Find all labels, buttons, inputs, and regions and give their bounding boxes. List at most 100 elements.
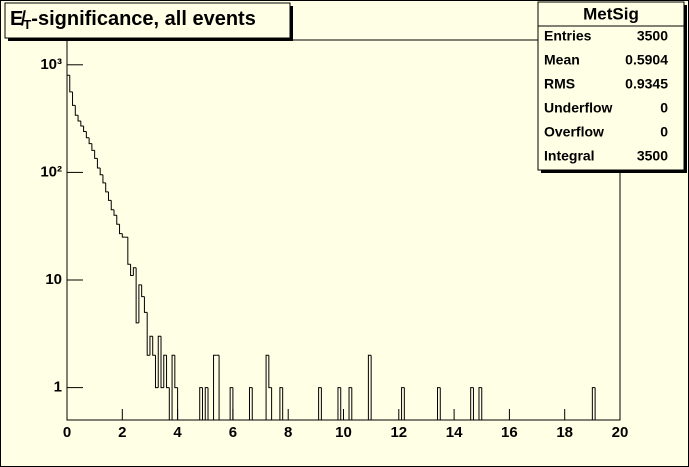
histogram-bin [91, 143, 95, 151]
histogram-bin [594, 387, 598, 421]
histogram-bin [113, 209, 117, 216]
stats-box [537, 1, 685, 171]
x-tick-label: 18 [556, 424, 573, 441]
histogram-bin [152, 336, 156, 356]
histogram-bin [138, 284, 142, 323]
x-tick-label: 0 [63, 424, 71, 441]
stats-label: Mean [544, 52, 580, 68]
stats-value: 0 [660, 100, 668, 116]
title-box [4, 2, 291, 39]
title-symbol: E̸ [10, 8, 26, 30]
histogram-bin [127, 237, 131, 265]
y-tick-label: 1 [54, 379, 62, 396]
histogram-bin [166, 355, 170, 389]
histogram-bin [83, 125, 87, 132]
histogram-bin [171, 354, 175, 420]
histogram-bin [157, 335, 162, 388]
histogram-bin [207, 387, 211, 421]
histogram-bin [439, 387, 444, 421]
histogram-bin [102, 174, 106, 184]
histogram-bin [265, 354, 269, 420]
y-tick-label: 10³ [40, 56, 62, 73]
histogram-bin [348, 387, 352, 420]
histogram-bin [472, 387, 477, 421]
stats-value: 0.9345 [625, 76, 668, 92]
histogram-bin [110, 200, 115, 211]
histogram-bin [251, 387, 256, 421]
x-tick-label: 20 [612, 424, 629, 441]
histogram-bin [367, 354, 372, 420]
histogram-bin [268, 355, 272, 389]
histogram-bin [478, 387, 482, 420]
histogram-bin [401, 387, 405, 420]
histogram-bin [213, 354, 217, 420]
histogram-bin [119, 224, 123, 235]
histogram-bin [481, 387, 485, 421]
stats-value: 0 [660, 124, 668, 140]
histogram-bin [204, 387, 209, 420]
histogram-bin [318, 387, 322, 420]
histogram-bin [154, 355, 159, 389]
y-tick-label: 10 [45, 271, 62, 288]
histogram-bin [218, 355, 222, 421]
histogram-bin [80, 121, 84, 127]
x-tick-label: 4 [173, 424, 182, 441]
histogram-bin [199, 387, 203, 420]
histogram-bin [279, 387, 283, 420]
histogram-bin [88, 137, 92, 145]
histogram-bin [66, 74, 70, 420]
plot-frame [66, 39, 621, 421]
histogram-bin [74, 105, 79, 116]
chart-title: E̸T-significance, all events [10, 8, 256, 32]
stats-label: Underflow [544, 100, 613, 116]
histogram-bin [591, 387, 596, 420]
x-tick-label: 16 [501, 424, 518, 441]
title-subscript: T [23, 17, 31, 32]
histogram-bin [232, 387, 236, 421]
histogram-bin [116, 215, 120, 225]
histogram-bin [99, 167, 103, 176]
stats-title: MetSig [583, 4, 639, 23]
stats-value: 3500 [637, 28, 668, 44]
histogram-bin [130, 264, 134, 277]
histogram-bin [149, 335, 153, 356]
stats-value: 0.5904 [625, 52, 668, 68]
x-tick-label: 6 [229, 424, 237, 441]
stats-label: Integral [544, 148, 595, 164]
histogram-bin [69, 75, 73, 93]
histogram-bin [351, 387, 355, 421]
histogram-bin [174, 355, 178, 389]
x-tick-label: 2 [118, 424, 126, 441]
histogram-bin [470, 387, 474, 420]
x-tick-label: 10 [335, 424, 352, 441]
histogram-bin [403, 387, 408, 421]
histogram-bin [85, 131, 90, 139]
stats-label: Overflow [544, 124, 604, 140]
histogram-bin [160, 336, 164, 389]
stats-label: RMS [544, 76, 575, 92]
histogram-bin [163, 354, 167, 388]
histogram-bin [168, 387, 173, 421]
histogram-bin [337, 387, 341, 420]
histogram-bin [340, 387, 344, 421]
stats-label: Entries [544, 28, 592, 44]
stats-value: 3500 [637, 148, 668, 164]
y-tick-label: 10² [40, 163, 62, 180]
x-tick-label: 14 [446, 424, 463, 441]
histogram-bin [177, 387, 181, 421]
histogram-bin [143, 296, 148, 313]
x-tick-label: 8 [284, 424, 292, 441]
histogram-bin [77, 115, 81, 122]
histogram-bin [96, 158, 101, 169]
histogram-bin [132, 267, 137, 276]
histogram-bin [229, 387, 233, 420]
histogram-bin [271, 387, 275, 421]
histogram-bin [135, 267, 139, 324]
histogram-bin [437, 387, 441, 420]
histogram-bin [320, 387, 325, 421]
histogram-bin [94, 150, 98, 159]
histogram-bin [282, 387, 286, 421]
x-tick-label: 12 [390, 424, 407, 441]
histogram-bin [248, 387, 253, 420]
